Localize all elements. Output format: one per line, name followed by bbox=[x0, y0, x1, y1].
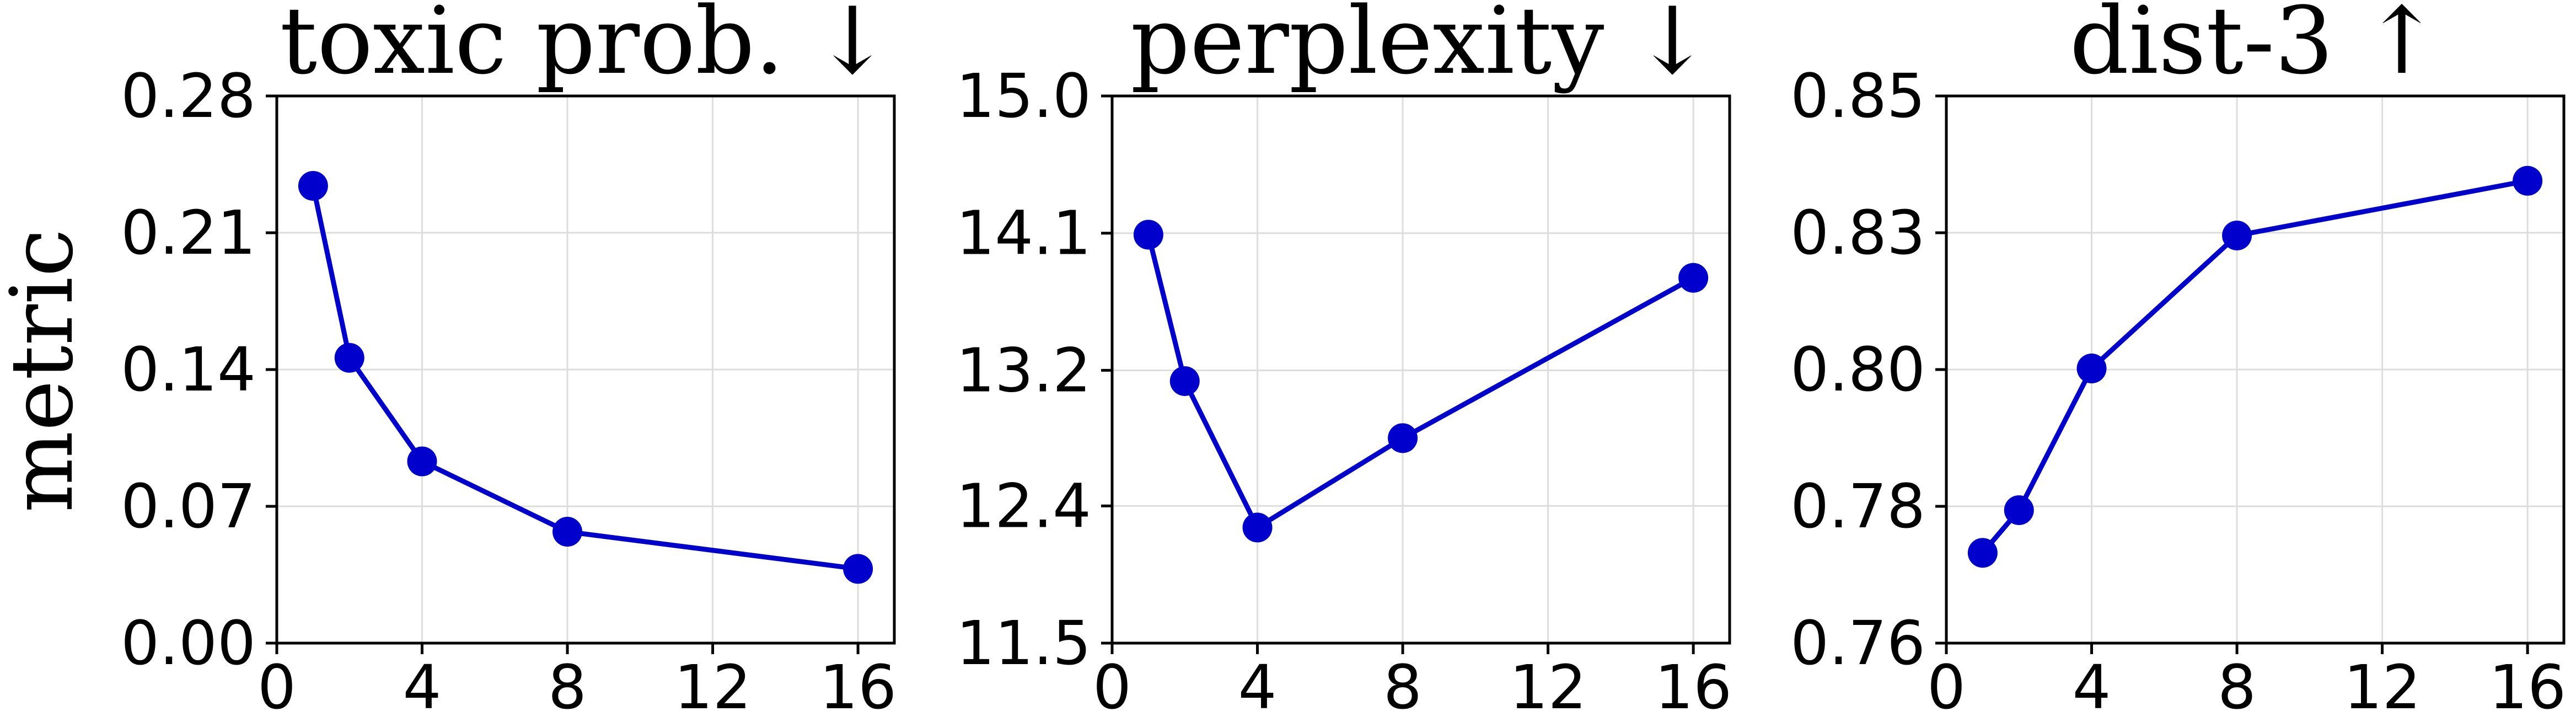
x-tick-label: 16 bbox=[1655, 652, 1732, 719]
subplot-3: 0 4 8 12 16 0.76 0.78 0.80 0.83 0.85 dist-3 ↑ bbox=[1790, 0, 2566, 722]
data-point bbox=[334, 343, 364, 373]
subplot-title: perplexity ↓ bbox=[1130, 0, 1711, 95]
x-tick-label: 8 bbox=[548, 652, 587, 719]
y-tick-label: 0.28 bbox=[121, 61, 256, 131]
x-tick-label: 16 bbox=[2489, 652, 2566, 719]
subplot-1: 0 4 8 12 16 0.00 0.07 0.14 0.21 0.28 toxic prob. ↓ bbox=[121, 0, 897, 722]
y-tick-label: 0.76 bbox=[1790, 608, 1925, 678]
data-point bbox=[843, 554, 873, 584]
x-tick-label: 4 bbox=[1238, 652, 1277, 719]
x-tick-label: 12 bbox=[674, 652, 752, 719]
y-tick-label: 0.07 bbox=[121, 471, 256, 542]
data-point bbox=[1133, 220, 1163, 250]
y-tick-label: 11.5 bbox=[956, 608, 1091, 678]
x-tick-label: 0 bbox=[1927, 652, 1966, 719]
data-point bbox=[1169, 366, 1200, 396]
x-tick-label: 8 bbox=[2218, 652, 2256, 719]
data-point bbox=[1967, 538, 1998, 568]
y-tick-label: 15.0 bbox=[956, 61, 1091, 131]
y-tick-label: 14.1 bbox=[956, 198, 1091, 269]
data-point bbox=[2076, 354, 2107, 384]
x-tick-label: 0 bbox=[1093, 652, 1131, 719]
y-tick-label: 0.83 bbox=[1790, 197, 1925, 268]
series-line bbox=[1981, 178, 2528, 555]
x-tick-label: 16 bbox=[819, 652, 897, 719]
data-point bbox=[1388, 423, 1418, 453]
x-tick-label: 12 bbox=[2344, 652, 2421, 719]
series-line bbox=[1146, 234, 1695, 530]
data-point bbox=[2513, 165, 2543, 196]
data-point bbox=[298, 170, 328, 201]
y-tick-label: 0.80 bbox=[1790, 334, 1925, 405]
x-tick-label: 12 bbox=[1510, 652, 1587, 719]
y-tick-label: 0.78 bbox=[1790, 471, 1925, 542]
subplot-title: toxic prob. ↓ bbox=[280, 0, 892, 95]
series-line bbox=[310, 185, 858, 571]
data-point bbox=[2222, 220, 2252, 250]
y-axis-label: metric bbox=[0, 229, 92, 513]
data-point bbox=[1242, 512, 1273, 543]
y-tick-label: 0.85 bbox=[1790, 61, 1925, 131]
y-tick-label: 12.4 bbox=[956, 470, 1091, 541]
y-tick-label: 13.2 bbox=[956, 335, 1091, 405]
y-tick-label: 0.21 bbox=[121, 197, 256, 268]
data-point bbox=[552, 517, 583, 547]
y-tick-label: 0.00 bbox=[121, 608, 256, 678]
data-point bbox=[2004, 495, 2034, 525]
x-tick-label: 8 bbox=[1383, 652, 1422, 719]
x-tick-label: 0 bbox=[257, 652, 296, 719]
subplot-title: dist-3 ↑ bbox=[2070, 0, 2441, 95]
x-tick-label: 4 bbox=[403, 652, 442, 719]
x-tick-label: 4 bbox=[2073, 652, 2111, 719]
data-point bbox=[1678, 263, 1709, 293]
y-tick-label: 0.14 bbox=[121, 334, 256, 405]
data-point bbox=[407, 446, 437, 477]
subplot-2: 0 4 8 12 16 11.5 12.4 13.2 14.1 15.0 perplexity ↓ bbox=[956, 0, 1732, 722]
